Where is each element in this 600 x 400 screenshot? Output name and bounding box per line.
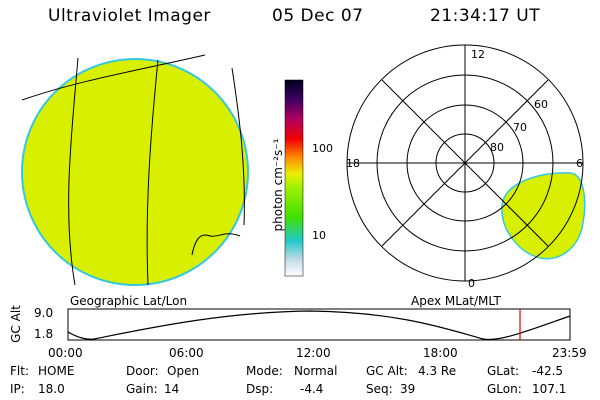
polar-lat-80: 80 [490, 141, 504, 154]
status-glon-label: GLon: [487, 382, 522, 396]
status-dsp-value: -4.4 [300, 382, 324, 396]
status-glat-label: GLat: [487, 364, 520, 378]
status-door-label: Door: [126, 364, 159, 378]
alt-plot-ylabel: GC Alt [9, 305, 23, 343]
alt-plot-xtick-1200: 12:00 [296, 346, 331, 360]
status-glat-value: -42.5 [532, 364, 564, 378]
status-ip-value: 18.0 [38, 382, 65, 396]
alt-plot-xtick-0600: 06:00 [169, 346, 204, 360]
status-door-value: Open [167, 364, 200, 378]
auroral-emission-region [501, 172, 586, 260]
status-gain-label: Gain: [126, 382, 158, 396]
alt-plot-xtick-1800: 18:00 [423, 346, 458, 360]
status-gcalt-label: GC Alt: [366, 364, 408, 378]
status-ip-label: IP: [10, 382, 25, 396]
status-dsp-label: Dsp: [246, 382, 274, 396]
polar-mlt-right: 6 [576, 157, 583, 170]
alt-plot-curve [67, 310, 571, 341]
alt-plot-ytick-low: 1.8 [34, 327, 54, 341]
status-mode-label: Mode: [246, 364, 283, 378]
polar-diagonal-1 [381, 79, 549, 247]
alt-plot-xtick-0000: 00:00 [48, 346, 83, 360]
alt-plot-frame [67, 308, 571, 341]
polar-lat-60: 60 [534, 98, 548, 111]
polar-lat-70: 70 [513, 121, 527, 134]
polar-panel-label: Apex MLat/MLT [411, 294, 501, 308]
colorbar-label: photon cm⁻²s⁻¹ [271, 138, 285, 232]
image-date: 05 Dec 07 [272, 6, 364, 26]
polar-diagonal-2 [381, 79, 549, 247]
earth-disk [21, 58, 249, 286]
status-gain-value: 14 [164, 382, 180, 396]
geographic-panel-label: Geographic Lat/Lon [70, 294, 188, 308]
status-glon-value: 107.1 [532, 382, 567, 396]
polar-mlt-left: 18 [346, 157, 360, 170]
status-seq-label: Seq: [366, 382, 393, 396]
instrument-title: Ultraviolet Imager [48, 6, 211, 26]
polar-ring-outer [346, 44, 584, 282]
status-flt-label: Flt: [10, 364, 29, 378]
geographic-grid-lines [21, 54, 245, 286]
alt-plot-xtick-2359: 23:59 [552, 346, 587, 360]
alt-plot-ytick-high: 9.0 [34, 306, 54, 320]
colorbar-tick-100: 100 [312, 142, 333, 155]
polar-ring-80 [435, 133, 495, 193]
colorbar-tick-10: 10 [312, 229, 326, 242]
polar-ring-70 [406, 104, 524, 222]
image-time: 21:34:17 UT [430, 6, 541, 26]
status-flt-value: HOME [38, 364, 75, 378]
status-gcalt-value: 4.3 Re [418, 364, 457, 378]
colorbar [284, 79, 304, 277]
polar-mlt-top: 12 [471, 48, 485, 61]
status-mode-value: Normal [294, 364, 338, 378]
polar-ring-60 [376, 74, 554, 252]
polar-mlt-bottom: 0 [468, 277, 475, 290]
status-seq-value: 39 [400, 382, 416, 396]
